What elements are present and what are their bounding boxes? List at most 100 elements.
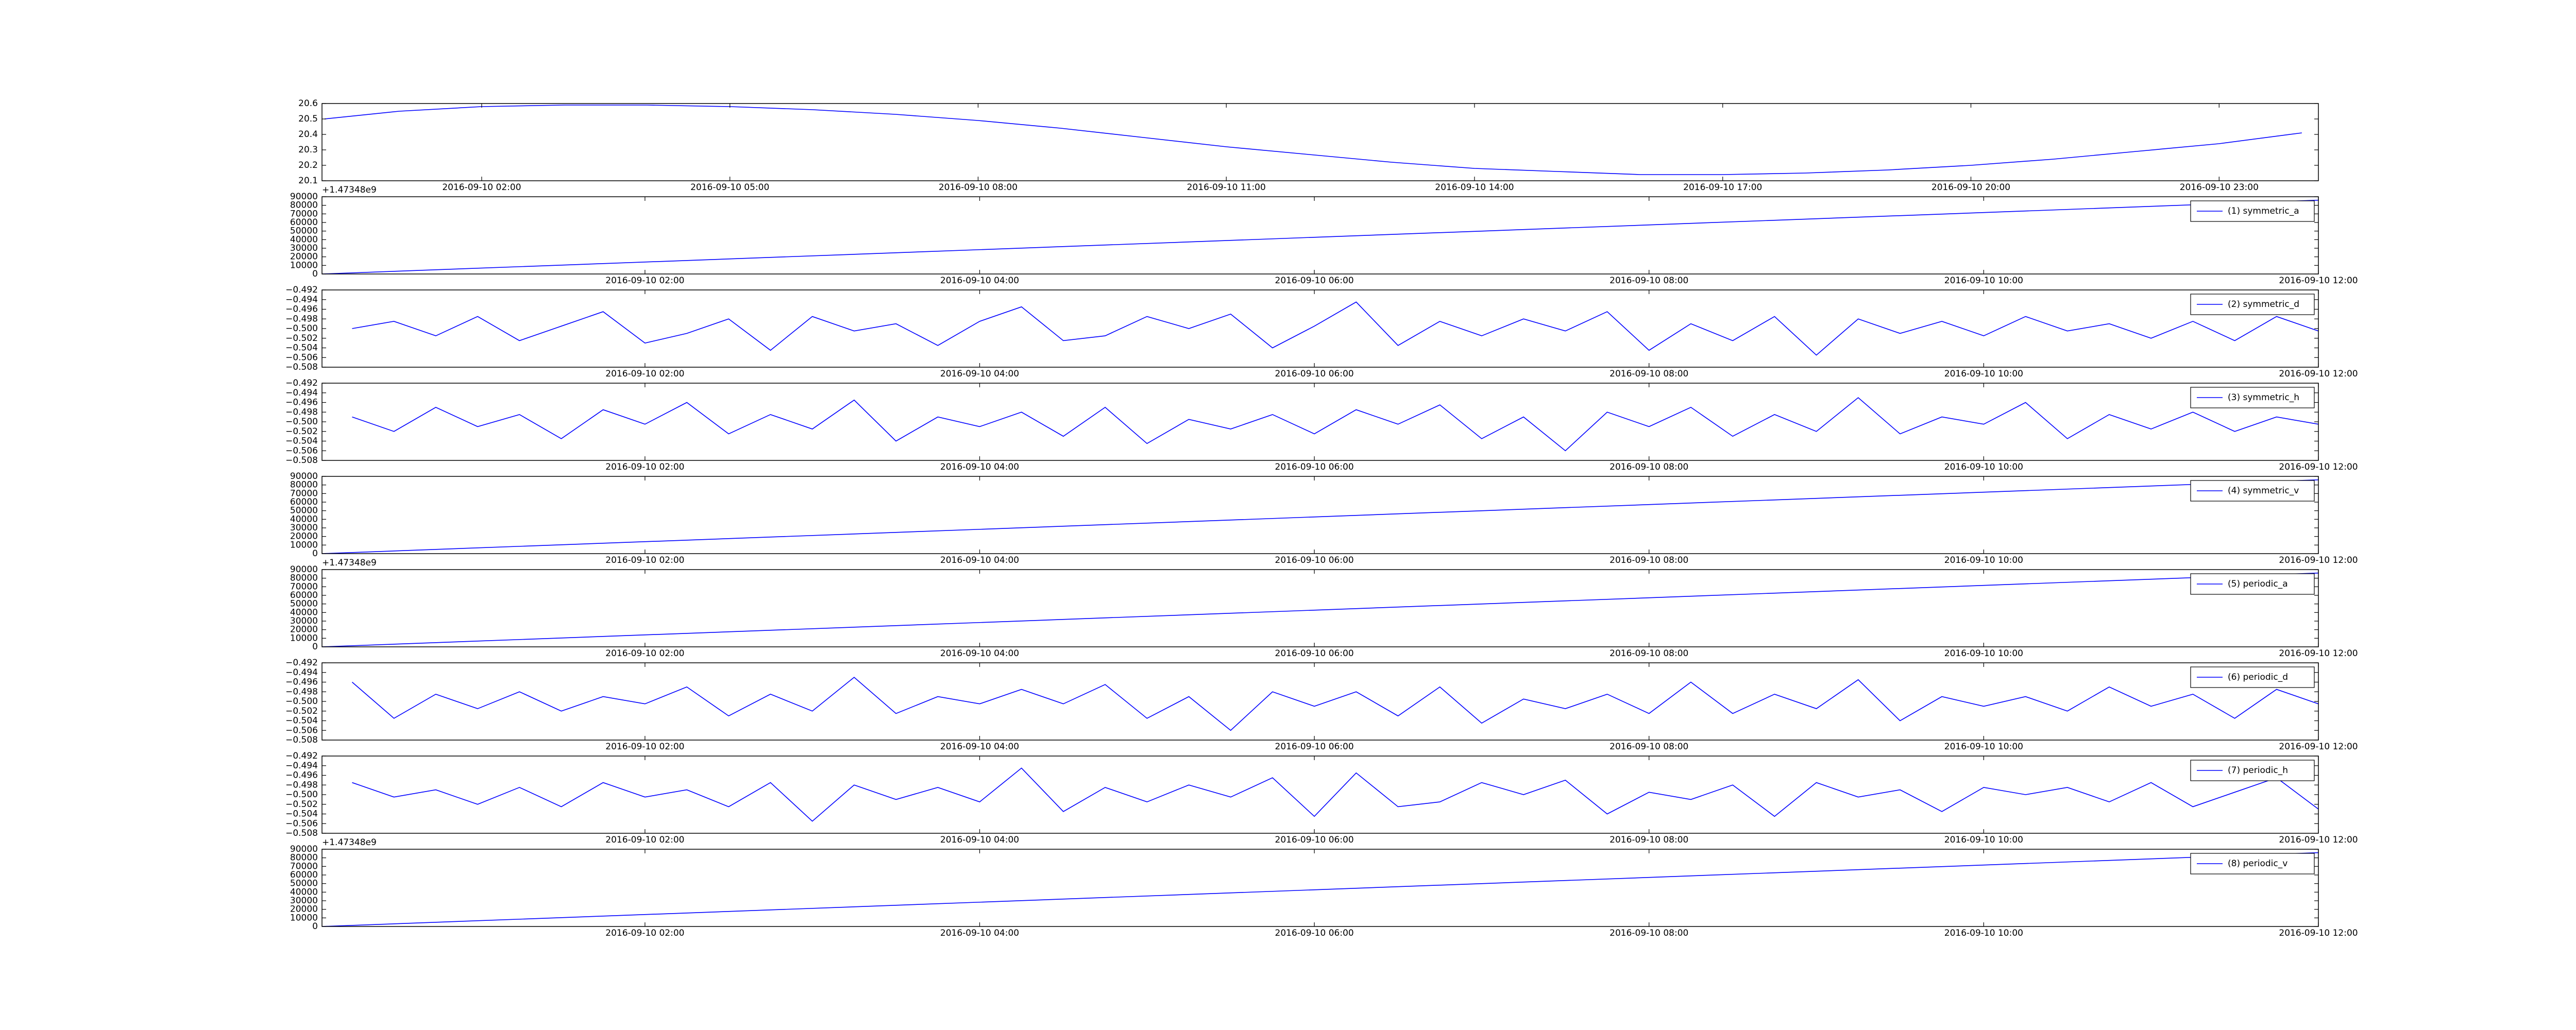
- y-tick-label: 80000: [290, 853, 318, 863]
- y-tick-label: −0.508: [285, 735, 318, 745]
- plot-area: [352, 301, 2318, 356]
- x-tick-label: 2016-09-10 04:00: [940, 928, 1019, 938]
- y-tick-label: −0.500: [285, 417, 318, 427]
- legend-label: (8) periodic_v: [2228, 859, 2287, 869]
- y-tick-label: 30000: [290, 523, 318, 533]
- x-tick-label: 2016-09-10 23:00: [2180, 182, 2259, 193]
- legend-label: (4) symmetric_v: [2228, 486, 2299, 496]
- x-tick-label: 2016-09-10 17:00: [1683, 182, 1762, 193]
- x-tick-label: 2016-09-10 12:00: [2279, 835, 2358, 845]
- subplot: −0.508−0.506−0.504−0.502−0.500−0.498−0.4…: [285, 751, 2358, 845]
- y-tick-label: −0.502: [285, 799, 318, 810]
- legend: (1) symmetric_a: [2190, 200, 2315, 222]
- y-tick-label: 20.1: [298, 176, 318, 186]
- y-tick-label: 0: [312, 548, 318, 559]
- legend-label: (7) periodic_h: [2228, 765, 2288, 776]
- legend: (4) symmetric_v: [2190, 480, 2315, 502]
- x-tick-label: 2016-09-10 04:00: [940, 555, 1019, 565]
- subplot: 0100002000030000400005000060000700008000…: [290, 185, 2358, 286]
- plot-area: [351, 677, 2318, 731]
- y-tick-label: 60000: [290, 217, 318, 228]
- x-tick-label: 2016-09-10 04:00: [940, 835, 1019, 845]
- plot-area: [322, 572, 2318, 647]
- x-tick-label: 2016-09-10 02:00: [605, 369, 684, 379]
- x-tick-label: 2016-09-10 04:00: [940, 276, 1019, 286]
- legend: (6) periodic_d: [2190, 666, 2315, 688]
- y-tick-label: 40000: [290, 234, 318, 245]
- y-tick-label: 80000: [290, 200, 318, 211]
- data-line: [324, 105, 2302, 175]
- data-line: [352, 301, 2318, 356]
- y-tick-label: 90000: [290, 471, 318, 482]
- legend: (2) symmetric_d: [2190, 294, 2315, 315]
- y-tick-label: 20.6: [298, 98, 318, 109]
- y-tick-label: −0.496: [285, 398, 318, 408]
- x-tick-label: 2016-09-10 08:00: [939, 182, 1018, 193]
- offset-text: +1.47348e9: [322, 185, 377, 195]
- x-tick-label: 2016-09-10 02:00: [605, 462, 684, 472]
- x-tick-label: 2016-09-10 04:00: [940, 462, 1019, 472]
- axes-frame: [321, 849, 2319, 927]
- y-tick-label: −0.492: [285, 378, 318, 388]
- x-tick-label: 2016-09-10 14:00: [1435, 182, 1514, 193]
- y-tick-label: −0.506: [285, 445, 318, 456]
- y-tick-label: −0.506: [285, 818, 318, 829]
- subplot: 0100002000030000400005000060000700008000…: [290, 471, 2358, 565]
- subplot: −0.508−0.506−0.504−0.502−0.500−0.498−0.4…: [285, 378, 2358, 472]
- y-tick-label: −0.492: [285, 658, 318, 668]
- x-tick-label: 2016-09-10 06:00: [1275, 462, 1354, 472]
- x-tick-label: 2016-09-10 06:00: [1275, 928, 1354, 938]
- subplot: 0100002000030000400005000060000700008000…: [290, 558, 2358, 659]
- y-tick-label: 60000: [290, 590, 318, 600]
- legend-label: (1) symmetric_a: [2228, 206, 2299, 216]
- plot-area: [352, 397, 2318, 452]
- x-tick-label: 2016-09-10 12:00: [2279, 462, 2358, 472]
- axes-frame: [321, 103, 2319, 181]
- plot-area: [322, 479, 2318, 554]
- y-tick-label: −0.492: [285, 285, 318, 295]
- plot-area: [322, 852, 2318, 926]
- y-tick-label: −0.508: [285, 362, 318, 372]
- legend: (8) periodic_v: [2190, 853, 2315, 874]
- y-tick-label: −0.506: [285, 725, 318, 735]
- x-tick-label: 2016-09-10 06:00: [1275, 835, 1354, 845]
- y-tick-label: 80000: [290, 480, 318, 490]
- y-tick-label: −0.498: [285, 686, 318, 697]
- y-tick-label: −0.494: [285, 295, 318, 305]
- y-tick-label: 90000: [290, 192, 318, 202]
- x-tick-label: 2016-09-10 11:00: [1187, 182, 1266, 193]
- y-tick-label: −0.504: [285, 809, 318, 819]
- x-tick-label: 2016-09-10 10:00: [1944, 555, 2023, 565]
- x-tick-label: 2016-09-10 12:00: [2279, 369, 2358, 379]
- x-tick-label: 2016-09-10 08:00: [1609, 648, 1688, 659]
- axes-frame: [321, 196, 2319, 274]
- offset-text: +1.47348e9: [322, 837, 377, 848]
- y-tick-label: 0: [312, 269, 318, 279]
- y-tick-label: 20000: [290, 531, 318, 542]
- y-tick-label: 0: [312, 642, 318, 652]
- legend-label: (5) periodic_a: [2228, 579, 2288, 589]
- y-tick-label: −0.494: [285, 667, 318, 678]
- y-tick-label: 90000: [290, 564, 318, 575]
- data-line: [352, 767, 2318, 822]
- y-tick-label: 70000: [290, 581, 318, 592]
- subplot: −0.508−0.506−0.504−0.502−0.500−0.498−0.4…: [285, 658, 2358, 752]
- y-tick-label: 30000: [290, 896, 318, 906]
- y-tick-label: −0.504: [285, 716, 318, 726]
- x-tick-label: 2016-09-10 02:00: [605, 742, 684, 752]
- y-tick-label: 60000: [290, 870, 318, 880]
- x-tick-label: 2016-09-10 10:00: [1944, 835, 2023, 845]
- y-tick-label: 50000: [290, 879, 318, 889]
- x-tick-label: 2016-09-10 10:00: [1944, 276, 2023, 286]
- legend: (5) periodic_a: [2190, 573, 2315, 595]
- x-tick-label: 2016-09-10 02:00: [605, 648, 684, 659]
- x-tick-label: 2016-09-10 08:00: [1609, 276, 1688, 286]
- y-tick-label: 20.2: [298, 160, 318, 170]
- y-tick-label: −0.504: [285, 343, 318, 353]
- offset-text: +1.47348e9: [322, 558, 377, 568]
- y-tick-label: 30000: [290, 243, 318, 253]
- y-tick-label: 10000: [290, 633, 318, 643]
- data-line: [352, 397, 2318, 452]
